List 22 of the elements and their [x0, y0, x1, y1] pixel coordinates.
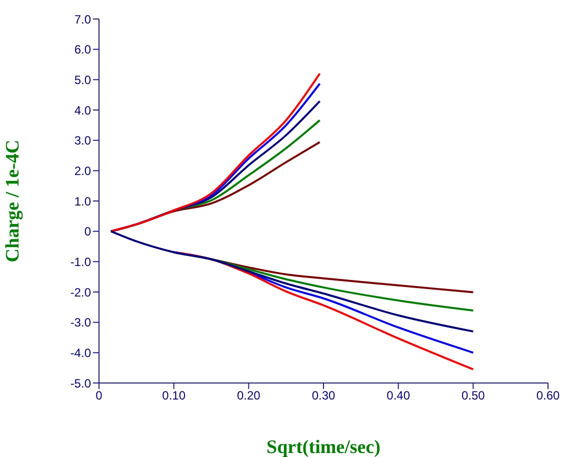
y-tick-label: 3.0 — [74, 134, 92, 148]
x-tick-label: 0 — [96, 388, 103, 403]
x-tick-label: 0.50 — [461, 388, 486, 403]
y-tick-label: 7.0 — [74, 12, 92, 26]
x-tick-label: 0.30 — [312, 388, 336, 403]
y-tick-label: -1.0 — [70, 254, 92, 269]
y-tick-label: 5.0 — [74, 72, 92, 87]
y-tick-label: -2.0 — [70, 285, 92, 300]
y-tick-label: 1.0 — [74, 194, 92, 208]
x-axis-title: Sqrt(time/sec) — [266, 437, 380, 457]
y-tick-label: 4.0 — [74, 103, 92, 118]
y-tick-label: -3.0 — [70, 316, 92, 330]
y-tick-label: 6.0 — [74, 42, 92, 57]
x-tick-label: 0.40 — [386, 388, 410, 403]
y-tick-label: -5.0 — [70, 376, 92, 390]
y-tick-label: -4.0 — [70, 346, 92, 360]
x-tick-label: 0.10 — [162, 388, 186, 403]
y-axis-title: Charge / 1e-4C — [2, 140, 24, 262]
x-tick-label: 0.20 — [236, 388, 261, 403]
y-tick-label: 0 — [84, 224, 92, 239]
y-tick-label: 2.0 — [74, 164, 92, 178]
x-tick-label: 0.60 — [536, 388, 560, 403]
